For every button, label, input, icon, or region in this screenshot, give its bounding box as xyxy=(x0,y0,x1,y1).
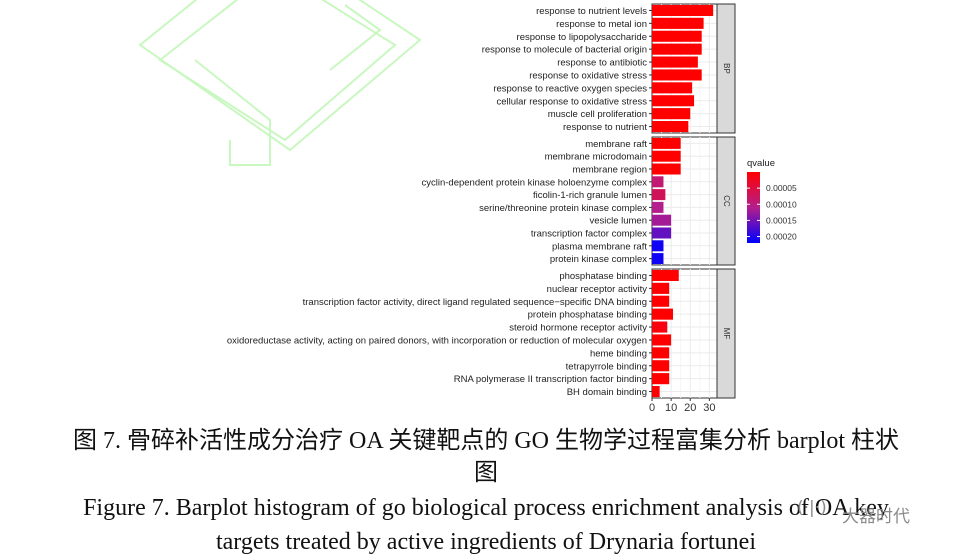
bar-bp xyxy=(652,56,698,68)
bar-bp xyxy=(652,82,693,94)
term-label-bp: response to nutrient xyxy=(563,122,647,133)
term-label-cc: membrane raft xyxy=(585,139,647,150)
term-label-mf: phosphatase binding xyxy=(559,271,647,282)
figure-caption-english-line1: Figure 7. Barplot histogram of go biolog… xyxy=(83,495,889,521)
bar-cc xyxy=(652,201,664,213)
term-label-cc: ficolin-1-rich granule lumen xyxy=(533,190,647,201)
term-label-mf: oxidoreductase activity, acting on paire… xyxy=(227,335,647,346)
bar-cc xyxy=(652,163,681,175)
term-label-bp: response to nutrient levels xyxy=(536,6,647,17)
term-label-bp: response to antibiotic xyxy=(557,58,647,69)
legend-tick-label: 0.00005 xyxy=(766,183,797,193)
legend-tick-label: 0.00020 xyxy=(766,232,797,242)
bar-mf xyxy=(652,282,670,294)
term-label-cc: serine/threonine protein kinase complex xyxy=(479,203,647,214)
term-label-bp: response to metal ion xyxy=(556,19,647,30)
term-label-cc: vesicle lumen xyxy=(589,216,647,227)
bar-mf xyxy=(652,373,670,385)
term-label-bp: response to molecule of bacterial origin xyxy=(482,45,647,56)
term-label-mf: protein phosphatase binding xyxy=(528,310,647,321)
facet-strips: BP CC MF xyxy=(716,3,736,399)
watermark-badge-icon: (·|·) xyxy=(797,498,827,518)
term-labels: response to nutrient levels response to m… xyxy=(227,6,652,398)
term-label-cc: membrane region xyxy=(573,165,647,176)
bar-bp xyxy=(652,95,695,107)
bar-mf xyxy=(652,321,668,333)
term-label-mf: nuclear receptor activity xyxy=(547,284,648,295)
term-label-bp: response to lipopolysaccharide xyxy=(517,32,647,43)
facet-strip-mf xyxy=(716,268,736,399)
facet-strip-cc xyxy=(716,136,736,266)
term-label-bp: response to oxidative stress xyxy=(529,70,647,81)
term-label-mf: tetrapyrrole binding xyxy=(566,361,647,372)
term-label-cc: transcription factor complex xyxy=(531,229,647,240)
bar-mf xyxy=(652,269,679,281)
term-label-bp: muscle cell proliferation xyxy=(548,109,647,120)
figure-caption-chinese-line1: 图 7. 骨碎补活性成分治疗 OA 关键靶点的 GO 生物学过程富集分析 bar… xyxy=(73,428,899,454)
facet-strip-label-mf: MF xyxy=(722,328,731,340)
term-label-mf: heme binding xyxy=(590,348,647,359)
bar-mf xyxy=(652,386,660,398)
x-tick-label: 10 xyxy=(665,402,677,414)
bar-mf xyxy=(652,347,670,359)
background-watermark-logo xyxy=(138,0,422,166)
bar-cc xyxy=(652,189,666,201)
bar-bp xyxy=(652,121,689,133)
bar-cc xyxy=(652,253,664,265)
facet-strip-label-bp: BP xyxy=(722,63,731,74)
term-label-cc: cyclin-dependent protein kinase holoenzy… xyxy=(422,177,648,188)
term-label-mf: transcription factor activity, direct li… xyxy=(303,297,647,308)
bar-bp xyxy=(652,17,704,29)
term-label-mf: BH domain binding xyxy=(567,387,647,398)
bar-bp xyxy=(652,43,702,55)
bar-bp xyxy=(652,108,691,120)
legend-tick-label: 0.00015 xyxy=(766,215,797,225)
term-label-mf: RNA polymerase II transcription factor b… xyxy=(454,374,647,385)
bar-cc xyxy=(652,240,664,252)
term-label-cc: protein kinase complex xyxy=(550,254,647,265)
bar-mf xyxy=(652,308,674,320)
x-tick-label: 20 xyxy=(684,402,696,414)
qvalue-legend: qvalue 0.00005 0.00010 0.00015 0.00020 xyxy=(747,158,797,243)
bar-bp xyxy=(652,30,702,42)
x-tick-label: 0 xyxy=(649,402,655,414)
bar-cc xyxy=(652,150,681,162)
go-enrichment-barplot: response to nutrient levels response to m… xyxy=(138,0,797,414)
figure-caption-english-line2: targets treated by active ingredients of… xyxy=(215,529,756,555)
watermark-text: 大器时代 xyxy=(842,507,910,527)
facet-strip-bp xyxy=(716,3,736,134)
facet-strip-label-cc: CC xyxy=(722,195,731,207)
legend-title: qvalue xyxy=(747,158,775,169)
bar-cc xyxy=(652,214,672,226)
term-label-cc: membrane microdomain xyxy=(545,152,647,163)
bar-bp xyxy=(652,69,702,81)
bar-cc xyxy=(652,137,681,149)
bar-bp xyxy=(652,4,714,16)
bar-mf xyxy=(652,334,672,346)
bar-mf xyxy=(652,360,670,372)
legend-colorbar xyxy=(747,172,760,243)
bar-cc xyxy=(652,227,672,239)
term-label-mf: steroid hormone receptor activity xyxy=(509,323,647,334)
bar-mf xyxy=(652,295,670,307)
term-label-cc: plasma membrane raft xyxy=(552,241,647,252)
bar-cc xyxy=(652,176,664,188)
bars xyxy=(652,4,714,398)
term-label-bp: cellular response to oxidative stress xyxy=(497,96,648,107)
x-tick-label: 30 xyxy=(703,402,715,414)
term-label-bp: response to reactive oxygen species xyxy=(493,83,647,94)
legend-tick-label: 0.00010 xyxy=(766,199,797,209)
figure-caption-chinese-line2: 图 xyxy=(474,460,498,486)
x-axis: 0 10 20 30 xyxy=(649,398,715,414)
